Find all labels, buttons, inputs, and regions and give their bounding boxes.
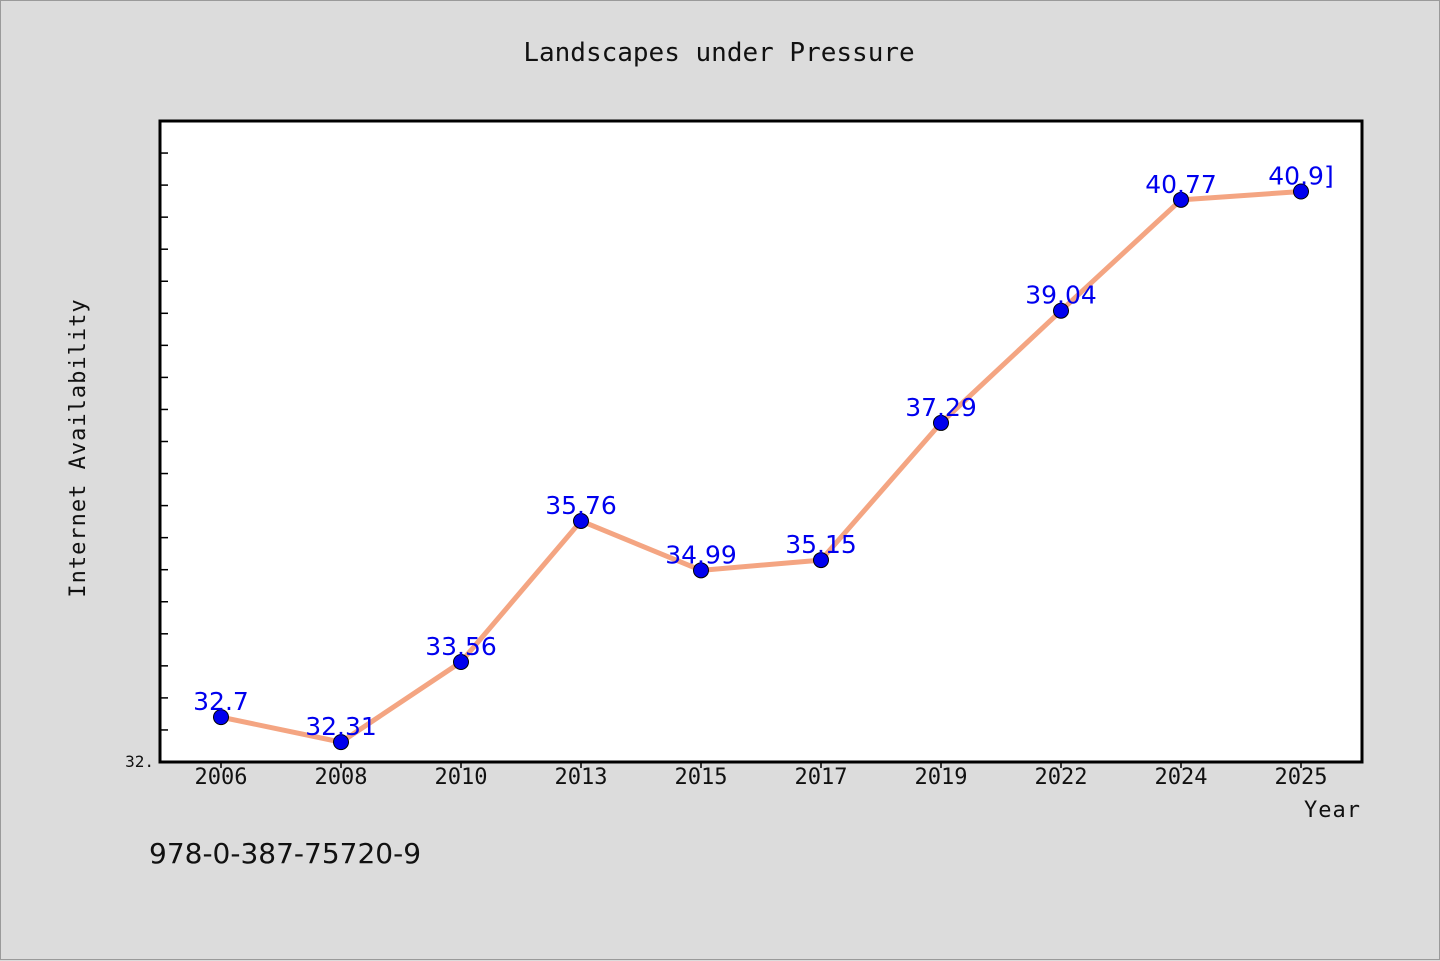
data-point (813, 552, 829, 569)
data-label: 32.7 (193, 687, 249, 716)
x-tick-label: 2015 (675, 765, 728, 790)
data-label: 40.77 (1145, 170, 1217, 199)
x-tick-label: 2006 (195, 765, 248, 790)
data-label: 35.15 (785, 530, 857, 559)
x-axis-ticks (220, 762, 1302, 768)
x-tick-label: 2010 (435, 765, 488, 790)
x-tick-label: 2022 (1035, 765, 1088, 790)
x-tick-label: 2008 (315, 765, 368, 790)
x-tick-label: 2024 (1155, 765, 1208, 790)
data-labels: 32.7 32.31 33.56 35.76 34.99 35.15 37.29 39.04 4… (193, 162, 1334, 742)
x-axis-title: Year (1304, 798, 1361, 823)
data-label: 34.99 (665, 540, 737, 569)
data-point (333, 734, 349, 751)
data-label: 37.29 (905, 393, 977, 422)
y-axis-title: Internet Availability (66, 298, 91, 597)
data-point (693, 562, 709, 579)
data-point (933, 414, 949, 431)
data-point (453, 654, 469, 671)
series-line (218, 189, 1304, 745)
data-point (213, 709, 229, 726)
x-axis-tick-labels: 2006 2008 2010 2013 2015 2017 2019 2022 2024 2025 (195, 765, 1328, 790)
data-label: 35.76 (545, 491, 617, 520)
data-label: 32.31 (305, 712, 377, 741)
data-point (1053, 302, 1069, 319)
data-label: 39.04 (1025, 281, 1097, 310)
y-axis-min-label: 32. (125, 752, 154, 771)
data-label: 40.9] (1268, 162, 1333, 191)
data-point (573, 512, 589, 529)
y-axis-ticks (160, 120, 168, 763)
data-label: 33.56 (425, 632, 497, 661)
data-point (1173, 191, 1189, 208)
x-tick-label: 2013 (555, 765, 608, 790)
plot-area (158, 119, 1364, 764)
chart-title: Landscapes under Pressure (523, 38, 914, 68)
x-tick-label: 2025 (1275, 765, 1328, 790)
data-point (1293, 183, 1309, 200)
footer-text: 978-0-387-75720-9 (149, 837, 421, 870)
data-markers (213, 183, 1309, 751)
x-tick-label: 2017 (795, 765, 848, 790)
x-tick-label: 2019 (915, 765, 968, 790)
